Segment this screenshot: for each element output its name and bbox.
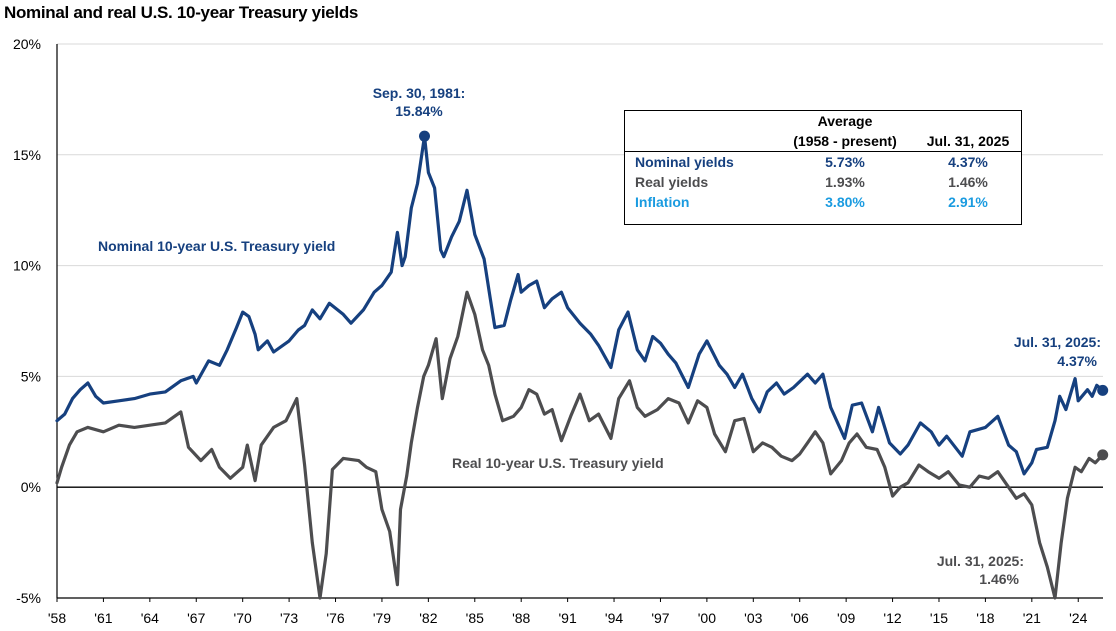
nominal-yield-line — [55, 134, 1105, 476]
y-tick-label: 5% — [21, 368, 41, 384]
stats-row-label: Nominal yields — [635, 154, 734, 170]
marker-peak — [418, 130, 430, 142]
x-tick-label: '82 — [419, 610, 437, 626]
x-tick-label: '00 — [698, 610, 716, 626]
stats-table-box: Average (1958 - present) Jul. 31, 2025 N… — [624, 110, 1022, 225]
stats-row-label: Real yields — [635, 174, 709, 190]
x-tick-label: '97 — [651, 610, 669, 626]
x-tick-label: '12 — [883, 610, 901, 626]
x-tick-label: '18 — [976, 610, 994, 626]
x-tick-label: '03 — [744, 610, 762, 626]
real-end-annotation-value: 1.46% — [979, 571, 1019, 587]
x-tick-label: '91 — [558, 610, 576, 626]
series-lines — [55, 134, 1105, 600]
end-markers — [418, 130, 1109, 461]
chart-title: Nominal and real U.S. 10-year Treasury y… — [4, 3, 359, 22]
real-yield-line — [55, 290, 1105, 600]
y-tick-label: 20% — [13, 36, 41, 52]
y-tick-label: 10% — [13, 258, 41, 274]
peak-annotation-date: Sep. 30, 1981: — [373, 85, 466, 101]
x-tick-label: '06 — [791, 610, 809, 626]
y-tick-label: -5% — [16, 590, 41, 606]
nominal-end-annotation-date: Jul. 31, 2025: — [1014, 334, 1101, 350]
stats-row-inflation: Inflation 3.80% 2.91% — [625, 192, 1021, 212]
x-tick-label: '58 — [48, 610, 66, 626]
x-tick-label: '09 — [837, 610, 855, 626]
x-tick-label: '85 — [466, 610, 484, 626]
x-tick-label: '64 — [141, 610, 159, 626]
series-label-nominal: Nominal 10-year U.S. Treasury yield — [98, 238, 335, 254]
x-tick-label: '73 — [280, 610, 298, 626]
stats-row-average: 3.80% — [825, 194, 865, 210]
peak-annotation-value: 15.84% — [395, 103, 443, 119]
x-tick-label: '67 — [187, 610, 205, 626]
nominal-end-annotation-value: 4.37% — [1057, 353, 1097, 369]
stats-row-average: 1.93% — [825, 174, 865, 190]
stats-row-nominal: Nominal yields 5.73% 4.37% — [625, 152, 1021, 173]
x-tick-label: '24 — [1069, 610, 1087, 626]
stats-row-label: Inflation — [635, 194, 690, 210]
y-tick-label: 0% — [21, 479, 41, 495]
stats-row-average: 5.73% — [825, 154, 865, 170]
stats-row-current: 4.37% — [948, 154, 988, 170]
stats-header-date: Jul. 31, 2025 — [915, 131, 1021, 152]
marker-nominal_end — [1097, 384, 1109, 396]
x-tick-label: '79 — [373, 610, 391, 626]
marker-real_end — [1097, 449, 1109, 461]
x-tick-label: '94 — [605, 610, 623, 626]
stats-table: Average (1958 - present) Jul. 31, 2025 N… — [625, 111, 1021, 212]
stats-header-period: (1958 - present) — [775, 131, 915, 152]
stats-header-average: Average — [817, 113, 873, 129]
axes: -5% 0% 5% 10% 15% 20% '58 '61 '64 '67 '70 '73 '76 '79… — [13, 36, 1103, 626]
x-tick-label: '61 — [94, 610, 112, 626]
x-tick-label: '21 — [1023, 610, 1041, 626]
x-tick-label: '70 — [234, 610, 252, 626]
x-tick-label: '15 — [930, 610, 948, 626]
real-end-annotation-date: Jul. 31, 2025: — [937, 553, 1024, 569]
chart-labels: Nominal 10-year U.S. Treasury yield Real… — [98, 85, 1101, 587]
x-tick-label: '88 — [512, 610, 530, 626]
stats-row-real: Real yields 1.93% 1.46% — [625, 172, 1021, 192]
stats-row-current: 1.46% — [948, 174, 988, 190]
x-tick-label: '76 — [326, 610, 344, 626]
y-tick-label: 15% — [13, 147, 41, 163]
stats-row-current: 2.91% — [948, 194, 988, 210]
series-label-real: Real 10-year U.S. Treasury yield — [452, 455, 664, 471]
